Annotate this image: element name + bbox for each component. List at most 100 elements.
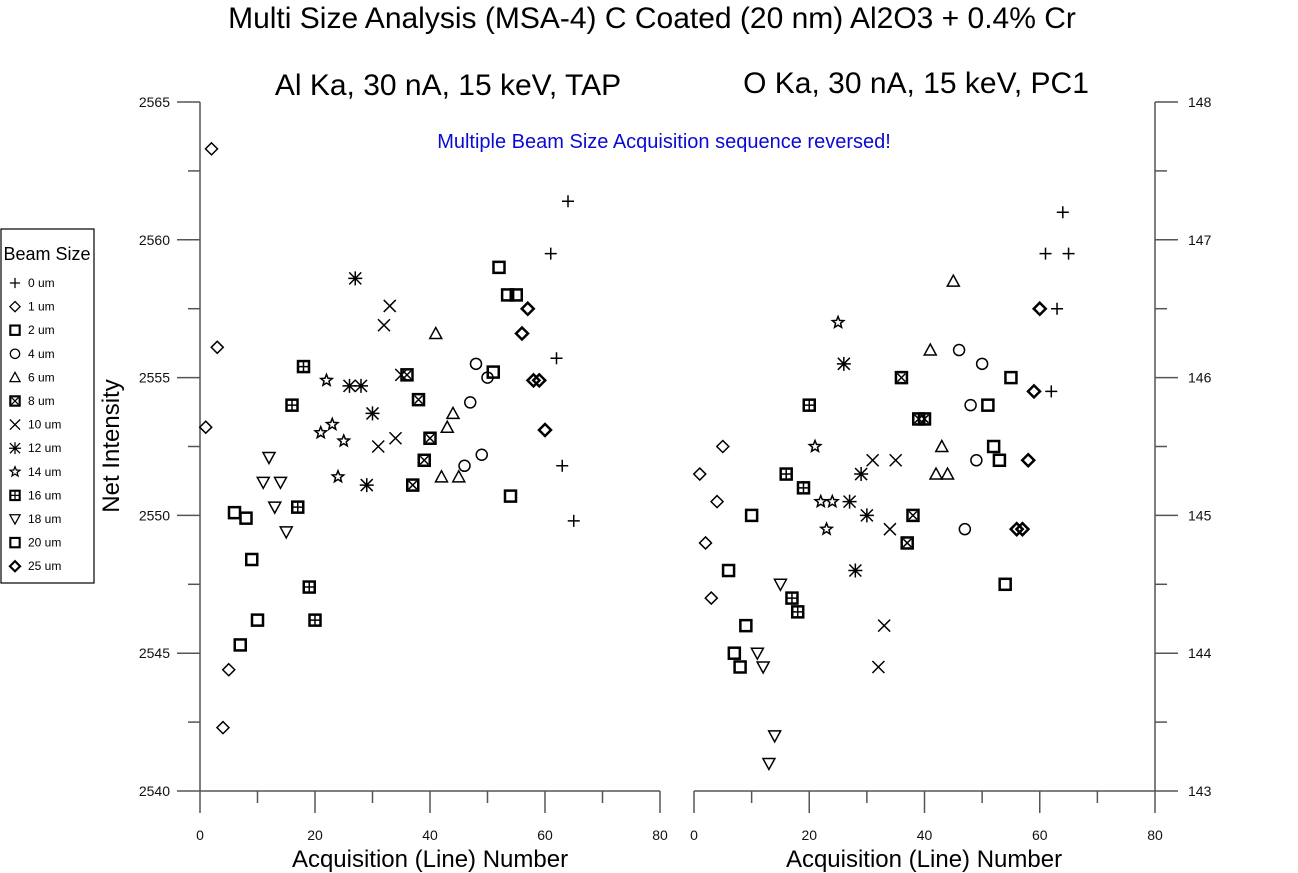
right-panel-subtitle: O Ka, 30 nA, 15 keV, PC1 (743, 67, 1089, 100)
left-y-tick-label: 2565 (139, 94, 170, 110)
left-y-tick-label: 2545 (139, 645, 170, 661)
right-y-tick-label: 145 (1188, 507, 1212, 523)
data-point (525, 372, 542, 389)
data-point (492, 260, 506, 275)
chart-title: Multi Size Analysis (MSA-4) C Coated (20… (228, 2, 1076, 35)
data-point (285, 398, 299, 412)
data-point (1008, 521, 1025, 537)
right-series-6-um (922, 273, 961, 480)
data-point (1039, 247, 1052, 260)
legend-marker (8, 370, 22, 383)
data-point (871, 660, 885, 674)
legend-item: 6 um (8, 370, 55, 384)
left-series-16-um (285, 359, 322, 627)
legend-title: Beam Size (3, 244, 90, 264)
data-point (250, 613, 265, 627)
left-y-tick-label: 2560 (139, 232, 170, 248)
legend-item: 18 um (8, 512, 61, 526)
data-point (1062, 247, 1075, 260)
legend-item: 0 um (9, 276, 55, 290)
data-point (900, 536, 914, 550)
data-point (336, 432, 352, 448)
data-point (365, 406, 380, 421)
data-point (946, 273, 961, 287)
data-point (273, 476, 288, 490)
data-point (291, 500, 305, 514)
right-x-tick-label: 20 (801, 827, 817, 843)
data-point (715, 439, 730, 454)
legend-label: 1 um (28, 300, 55, 314)
data-point (958, 522, 972, 536)
data-point (342, 378, 357, 393)
data-point (245, 552, 259, 567)
data-point (859, 508, 874, 523)
data-point (733, 660, 747, 674)
left-panel-subtitle: Al Ka, 30 nA, 15 keV, TAP (275, 69, 621, 102)
data-point (434, 469, 449, 483)
left-y-tick-label: 2540 (139, 783, 170, 799)
data-point (400, 368, 414, 382)
data-point (922, 342, 938, 356)
data-point (519, 300, 536, 317)
data-point (952, 343, 966, 357)
right-series-0-um (1039, 206, 1075, 398)
legend-marker-icon (8, 300, 22, 313)
left-x-tick-label: 20 (307, 827, 323, 843)
legend-label: 18 um (28, 512, 61, 526)
data-point (324, 416, 340, 431)
data-point (779, 467, 793, 481)
data-point (255, 476, 271, 490)
data-point (458, 459, 471, 473)
legend-item: 10 um (9, 418, 61, 432)
legend-item: 8 um (9, 394, 55, 408)
legend-item: 25 um (8, 559, 61, 573)
legend-marker (9, 536, 21, 549)
data-point (744, 508, 759, 523)
data-point (824, 493, 840, 509)
legend-marker-icon (8, 559, 22, 573)
left-y-tick-label: 2555 (139, 370, 170, 386)
data-point (692, 466, 707, 482)
legend-marker-icon (9, 348, 21, 360)
legend-marker (9, 395, 21, 407)
data-point (469, 357, 483, 371)
data-point (296, 359, 311, 374)
legend-label: 4 um (28, 347, 55, 361)
data-point (215, 720, 231, 735)
legend-marker (9, 348, 21, 360)
data-point (830, 314, 846, 329)
data-point (928, 466, 944, 480)
data-point (348, 271, 363, 286)
legend-marker-icon (8, 370, 22, 383)
data-point (544, 247, 557, 260)
legend-label: 14 um (28, 465, 61, 479)
data-point (889, 453, 903, 467)
data-point (428, 325, 444, 340)
data-point (406, 478, 420, 492)
data-point (394, 368, 408, 382)
left-x-tick-label: 0 (196, 827, 204, 843)
legend-marker (9, 419, 21, 431)
right-x-tick-label: 40 (917, 827, 933, 843)
right-y-tick-label: 146 (1188, 370, 1212, 386)
legend-label: 6 um (28, 370, 55, 384)
left-y-tick-label: 2550 (139, 507, 170, 523)
data-point (704, 591, 719, 606)
data-point (802, 398, 816, 412)
data-point (906, 508, 920, 523)
data-point (1056, 206, 1069, 219)
data-point (761, 757, 777, 772)
data-point (1031, 300, 1048, 317)
right-y-tick-label: 143 (1188, 783, 1212, 799)
data-point (503, 489, 518, 503)
data-point (721, 563, 736, 578)
data-point (698, 535, 713, 551)
data-point (1014, 521, 1031, 537)
data-point (842, 494, 857, 509)
left-x-tick-label: 80 (652, 827, 668, 843)
data-point (975, 357, 989, 371)
data-point (818, 521, 835, 536)
data-point (755, 661, 771, 675)
legend-item: 12 um (9, 441, 61, 455)
annotation-note: Multiple Beam Size Acquisition sequence … (437, 131, 891, 153)
